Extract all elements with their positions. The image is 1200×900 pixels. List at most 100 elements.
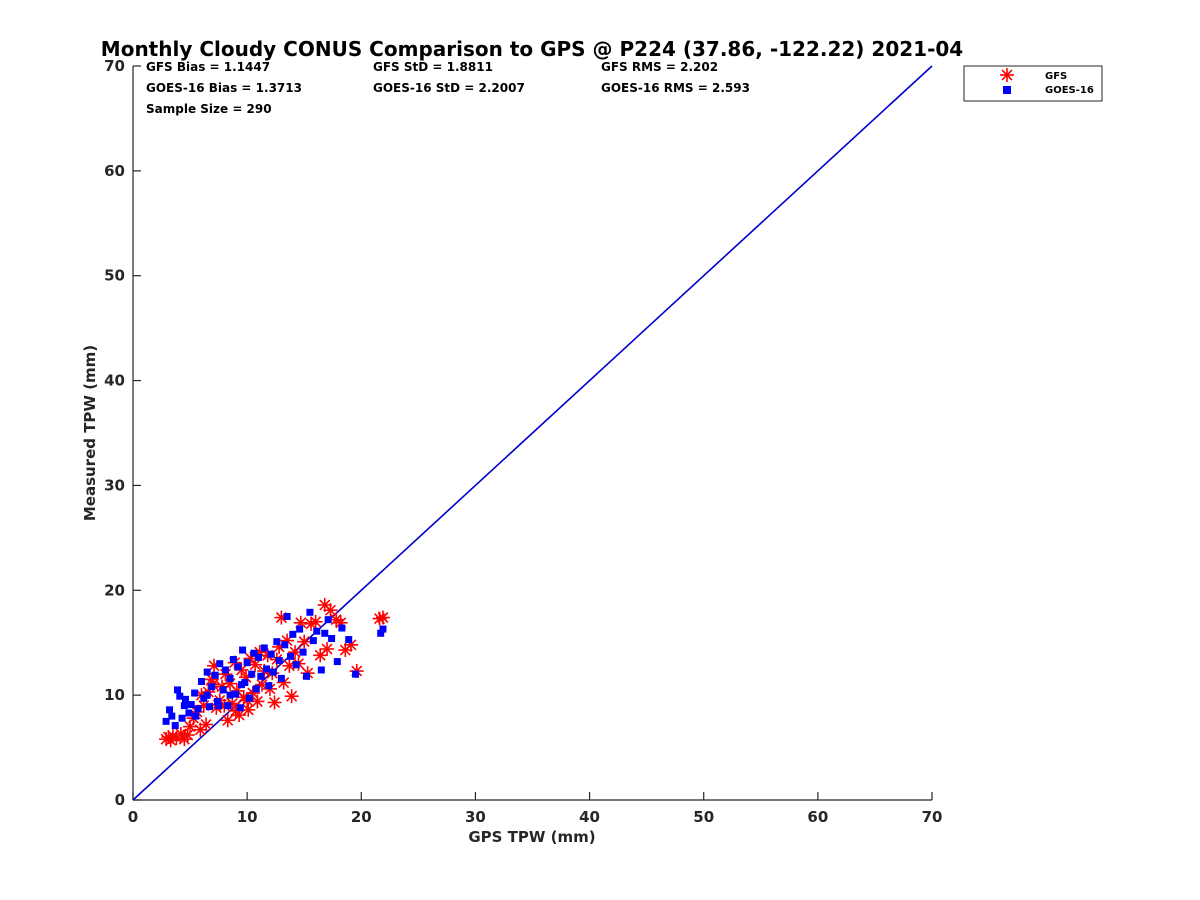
goes16-point [243,659,251,667]
x-tick-label: 30 [465,808,486,826]
goes16-point [171,722,179,730]
y-tick-label: 50 [104,267,125,285]
goes16-point [205,703,213,711]
gfs-point [199,717,214,732]
goes16-point [248,670,256,678]
x-tick-label: 40 [579,808,600,826]
goes16-point [281,641,289,649]
x-tick-label: 20 [351,808,372,826]
goes16-point [328,635,336,643]
legend-gfs-marker [1000,68,1014,82]
gfs-point [297,634,312,649]
goes16-point [203,691,211,699]
goes16-point [213,697,221,705]
y-tick-label: 0 [115,791,125,809]
goes16-point [317,666,325,674]
goes16-point [275,657,283,665]
legend: GFS GOES-16 [963,65,1103,102]
goes16-point [219,686,227,694]
legend-goes16-marker [1003,86,1011,94]
goes16-point [203,668,211,676]
goes16-point [197,678,205,686]
gfs-rms-text: GFS RMS = 2.202 [601,60,718,74]
goes16-point [194,705,202,713]
goes16-point [182,695,190,703]
goes16-point [283,613,291,620]
goes16-point [324,616,332,624]
goes16-point [221,666,229,674]
goes-rms-text: GOES-16 RMS = 2.593 [601,81,750,95]
gfs-point [375,610,390,625]
goes16-point [333,658,341,666]
goes16-point [289,630,297,638]
plot-area: 0 10 20 30 40 50 60 70 0 10 20 30 40 50 60 70 [104,57,942,826]
goes16-point [345,636,353,644]
gfs-series [159,597,390,748]
goes16-point [234,663,242,671]
goes16-point [269,668,277,676]
x-tick-label: 70 [922,808,943,826]
y-tick-label: 40 [104,372,125,390]
gfs-point [180,727,195,742]
goes16-point [250,649,258,657]
gfs-point [320,642,335,657]
goes16-point [180,702,188,710]
x-tick-label: 0 [128,808,138,826]
goes16-point [296,625,304,633]
goes-bias-text: GOES-16 Bias = 1.3713 [146,81,302,95]
x-axis-label: GPS TPW (mm) [468,828,595,846]
legend-gfs-asterisk [1000,68,1014,82]
x-tick-label: 10 [237,808,258,826]
gfs-point [284,689,299,704]
goes16-point [192,712,200,720]
goes16-point [166,706,174,714]
goes16-point [321,629,329,637]
gfs-std-text: GFS StD = 1.8811 [373,60,493,74]
gfs-point [220,713,235,728]
goes16-point [178,714,186,722]
gfs-point [323,603,338,618]
goes16-point [302,672,310,680]
goes16-point [260,644,268,652]
legend-goes16-label: GOES-16 [1045,85,1094,96]
goes16-point [313,627,321,635]
x-tick-label: 60 [807,808,828,826]
goes16-point [236,704,244,712]
goes16-point [338,624,346,632]
y-tick-label: 60 [104,162,125,180]
goes16-point [309,637,317,645]
goes16-point [211,671,219,679]
stats-block: GFS Bias = 1.1447 GFS StD = 1.8811 GFS R… [146,60,750,116]
goes16-point [265,682,273,690]
chart-title: Monthly Cloudy CONUS Comparison to GPS @… [101,37,963,61]
axis-ticks: 0 10 20 30 40 50 60 70 0 10 20 30 40 50 60 70 [104,57,942,826]
y-tick-label: 10 [104,686,125,704]
goes16-point [257,672,265,680]
goes16-point [287,652,295,660]
sample-size-text: Sample Size = 290 [146,102,272,116]
goes16-series [162,608,387,730]
y-tick-label: 70 [104,57,125,75]
goes16-point [352,670,360,678]
gfs-point [267,695,282,710]
goes16-point [306,608,314,616]
goes16-point [379,625,387,633]
goes16-point [255,653,263,661]
gfs-point [282,658,297,673]
goes16-point [299,648,307,656]
goes16-point [174,686,182,694]
goes16-point [168,712,176,720]
goes16-point [377,629,385,637]
goes16-point [187,701,195,709]
goes16-point [267,650,275,658]
goes16-point [226,691,234,699]
goes16-point [191,689,199,697]
one-to-one-line [132,65,933,801]
goes16-point [232,690,240,698]
y-axis-label: Measured TPW (mm) [81,345,99,521]
goes16-point [245,694,253,702]
goes16-point [176,692,184,700]
gfs-point [308,614,323,629]
legend-gfs-label: GFS [1045,71,1067,82]
